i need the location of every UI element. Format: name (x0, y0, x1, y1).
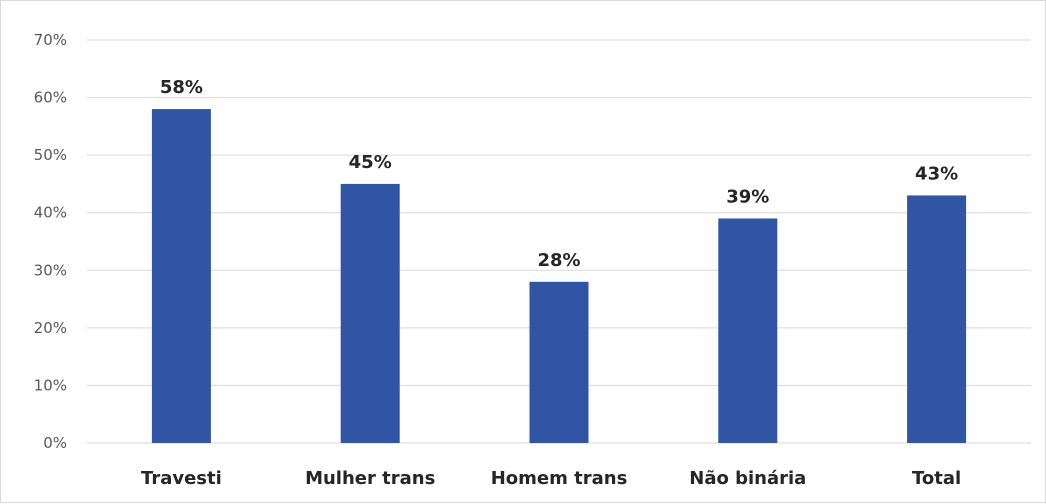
y-tick-label: 70% (34, 31, 67, 49)
bar-homem-trans (529, 281, 589, 443)
y-tick-label: 40% (34, 204, 67, 222)
bar-não-binária (718, 218, 778, 443)
bar-travesti (151, 109, 211, 443)
y-tick-label: 10% (34, 376, 67, 394)
y-tick-label: 30% (34, 261, 67, 279)
y-tick-label: 0% (43, 434, 67, 452)
x-category-label: Total (912, 468, 961, 489)
x-category-label: Mulher trans (305, 468, 435, 489)
bar-mulher-trans (340, 183, 400, 443)
y-tick-label: 50% (34, 146, 67, 164)
data-labels: 58% 45% 28% 39% 43% (160, 77, 958, 271)
x-axis-category-labels: Travesti Mulher trans Homem trans Não binár… (141, 468, 961, 489)
x-category-label: Não binária (689, 468, 806, 489)
x-category-label: Homem trans (491, 468, 628, 489)
data-label: 39% (726, 186, 769, 207)
bars (151, 109, 967, 443)
y-tick-label: 20% (34, 319, 67, 337)
x-category-label: Travesti (141, 468, 222, 489)
y-tick-label: 60% (34, 89, 67, 107)
data-label: 58% (160, 77, 203, 98)
data-label: 43% (915, 163, 958, 184)
bar-total (907, 195, 967, 443)
data-label: 45% (349, 152, 392, 173)
data-label: 28% (537, 250, 580, 271)
y-axis-tick-labels: 0% 10% 20% 30% 40% 50% 60% 70% (34, 31, 67, 452)
